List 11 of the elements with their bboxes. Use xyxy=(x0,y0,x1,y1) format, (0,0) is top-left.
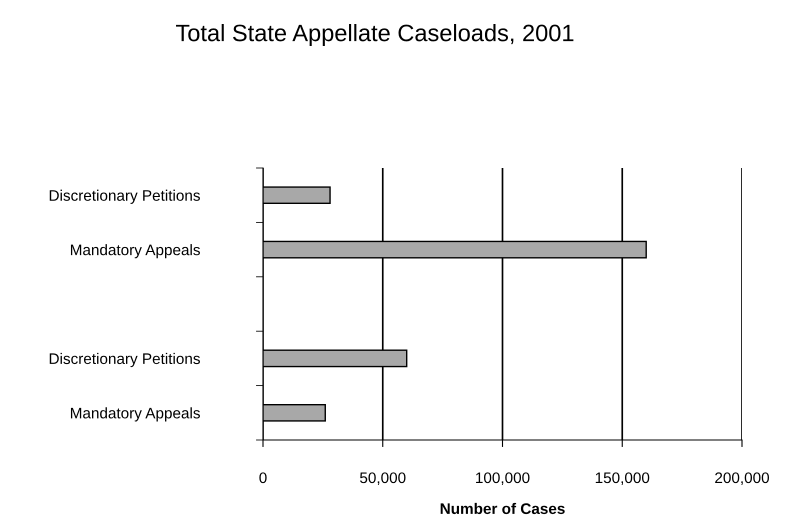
y-tick-label: Mandatory Appeals xyxy=(70,407,200,422)
y-tick-label: Mandatory Appeals xyxy=(70,244,200,258)
x-tick-label: 0 xyxy=(259,472,267,484)
y-tick-label: Discretionary Petitions xyxy=(50,190,200,204)
chart-title: Total State Appellate Caseloads, 2001 xyxy=(176,24,574,46)
x-tick-label: 150,000 xyxy=(596,472,650,485)
y-tick-label: Discretionary Petitions xyxy=(50,352,200,368)
x-tick-label: 200,000 xyxy=(715,472,770,485)
x-tick-label: 50,000 xyxy=(360,472,406,485)
x-tick-label: 100,000 xyxy=(476,472,530,485)
x-axis-title: Number of Cases xyxy=(440,502,565,514)
